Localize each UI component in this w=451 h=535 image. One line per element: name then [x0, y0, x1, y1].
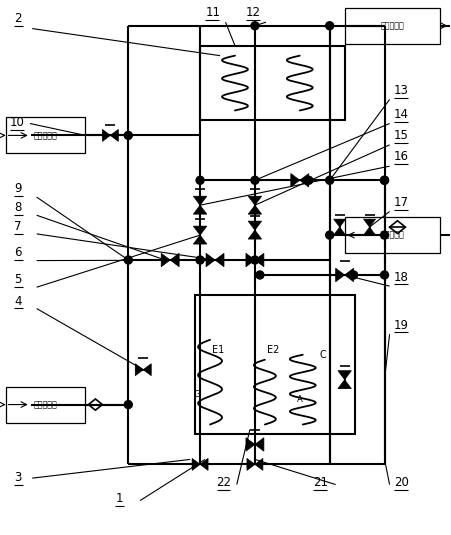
Polygon shape [200, 458, 208, 470]
Text: 6: 6 [14, 247, 22, 259]
Text: 7: 7 [14, 220, 22, 233]
Polygon shape [300, 173, 309, 187]
Bar [345, 8, 440, 44]
Bar [200, 45, 345, 120]
Text: 14: 14 [394, 108, 409, 121]
Circle shape [381, 271, 388, 279]
Polygon shape [248, 205, 262, 214]
Text: 4: 4 [14, 294, 22, 308]
Text: 20: 20 [394, 476, 409, 489]
Polygon shape [255, 253, 264, 267]
Circle shape [326, 231, 334, 239]
Polygon shape [193, 205, 207, 214]
Circle shape [326, 176, 334, 184]
Polygon shape [291, 173, 300, 187]
Polygon shape [143, 364, 151, 376]
Circle shape [251, 256, 259, 264]
Polygon shape [345, 268, 354, 282]
Polygon shape [336, 268, 345, 282]
Polygon shape [390, 221, 405, 233]
Text: 17: 17 [394, 196, 409, 209]
Text: 16: 16 [394, 150, 409, 164]
Text: 8: 8 [14, 201, 22, 214]
Polygon shape [334, 227, 345, 235]
Polygon shape [338, 380, 351, 388]
Polygon shape [88, 399, 102, 410]
Polygon shape [193, 226, 207, 235]
Polygon shape [364, 227, 376, 235]
Text: 19: 19 [394, 318, 409, 332]
Circle shape [124, 401, 132, 409]
Text: 11: 11 [205, 6, 220, 19]
Polygon shape [248, 221, 262, 230]
Text: 二网水回水: 二网水回水 [381, 231, 405, 240]
Text: 5: 5 [14, 273, 22, 286]
Polygon shape [255, 458, 263, 470]
Text: C: C [319, 350, 326, 360]
Circle shape [124, 256, 132, 264]
Text: 9: 9 [14, 182, 22, 195]
Polygon shape [246, 438, 255, 451]
Text: 10: 10 [9, 116, 24, 129]
Circle shape [381, 176, 388, 184]
Polygon shape [206, 253, 215, 267]
Text: 13: 13 [394, 84, 409, 97]
Circle shape [196, 176, 204, 184]
Polygon shape [110, 129, 118, 141]
Polygon shape [170, 253, 179, 267]
Text: 1: 1 [115, 492, 123, 505]
Polygon shape [102, 129, 110, 141]
Polygon shape [247, 458, 255, 470]
Circle shape [124, 132, 132, 140]
Polygon shape [255, 438, 264, 451]
Circle shape [251, 22, 259, 30]
Circle shape [305, 176, 313, 184]
Bar [6, 118, 85, 154]
Text: 18: 18 [394, 271, 409, 284]
Text: 12: 12 [246, 6, 261, 19]
Polygon shape [193, 235, 207, 244]
Bar [345, 217, 440, 253]
Bar [6, 387, 85, 423]
Polygon shape [364, 219, 376, 227]
Circle shape [381, 231, 388, 239]
Bar [195, 295, 354, 434]
Polygon shape [135, 364, 143, 376]
Text: 2: 2 [14, 12, 22, 25]
Polygon shape [248, 196, 262, 205]
Text: 3: 3 [14, 470, 22, 484]
Polygon shape [338, 371, 351, 380]
Text: 22: 22 [216, 476, 231, 489]
Text: 一网水供水: 一网水供水 [34, 400, 57, 409]
Text: G: G [194, 390, 200, 399]
Text: 21: 21 [313, 476, 328, 489]
Text: 15: 15 [394, 129, 409, 142]
Text: E1: E1 [212, 345, 224, 355]
Text: 二网水供水: 二网水供水 [381, 21, 405, 30]
Circle shape [326, 22, 334, 30]
Circle shape [256, 271, 264, 279]
Polygon shape [248, 230, 262, 239]
Polygon shape [193, 196, 207, 205]
Circle shape [251, 176, 259, 184]
Circle shape [196, 256, 204, 264]
Polygon shape [161, 253, 170, 267]
Polygon shape [246, 253, 255, 267]
Circle shape [350, 271, 358, 279]
Circle shape [381, 176, 388, 184]
Polygon shape [334, 219, 345, 227]
Text: E2: E2 [267, 345, 279, 355]
Polygon shape [192, 458, 200, 470]
Text: 一网水回水: 一网水回水 [34, 131, 57, 140]
Text: A: A [297, 395, 303, 404]
Polygon shape [215, 253, 224, 267]
